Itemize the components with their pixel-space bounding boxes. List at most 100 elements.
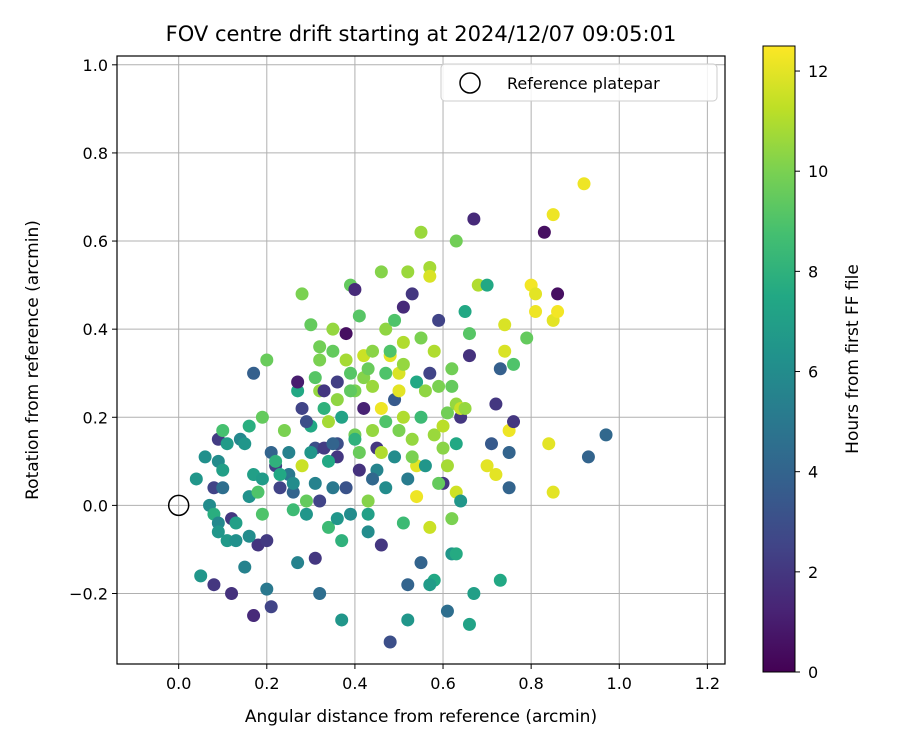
- data-point: [304, 446, 318, 460]
- data-point: [529, 287, 543, 301]
- data-point: [326, 481, 340, 495]
- data-point: [317, 384, 331, 398]
- data-point: [379, 415, 393, 429]
- data-point: [352, 446, 366, 460]
- data-point: [454, 494, 468, 508]
- data-point: [414, 556, 428, 570]
- data-point: [295, 287, 309, 301]
- legend-box: [440, 63, 718, 102]
- data-point: [260, 534, 274, 548]
- data-point: [361, 494, 375, 508]
- y-axis-label: Rotation from reference (arcmin): [23, 220, 43, 500]
- data-point: [348, 432, 362, 446]
- data-point: [432, 313, 446, 327]
- data-point: [291, 556, 305, 570]
- data-point: [242, 419, 256, 433]
- data-point: [410, 375, 424, 389]
- data-point: [445, 512, 459, 526]
- data-point: [418, 459, 432, 473]
- data-point: [229, 516, 243, 530]
- data-point: [458, 305, 472, 319]
- data-point: [255, 410, 269, 424]
- data-point: [286, 503, 300, 517]
- data-point: [484, 437, 498, 451]
- y-tick-label: 0.6: [83, 232, 108, 251]
- plot-frame: [116, 55, 726, 665]
- data-point: [286, 476, 300, 490]
- data-point: [194, 569, 208, 583]
- data-point: [581, 450, 595, 464]
- y-tick-label: 0.0: [83, 496, 108, 515]
- data-point: [313, 340, 327, 354]
- data-point: [273, 468, 287, 482]
- data-point: [520, 331, 534, 345]
- data-point: [449, 437, 463, 451]
- data-point: [374, 401, 388, 415]
- data-point: [405, 432, 419, 446]
- data-point: [546, 485, 560, 499]
- data-point: [449, 547, 463, 561]
- x-tick-label: 0.6: [430, 674, 455, 693]
- data-point: [414, 331, 428, 345]
- data-point: [238, 437, 252, 451]
- data-point: [352, 309, 366, 323]
- x-tick-label: 0.0: [166, 674, 191, 693]
- data-point: [211, 525, 225, 539]
- data-point: [339, 353, 353, 367]
- data-point: [308, 371, 322, 385]
- data-point: [366, 379, 380, 393]
- data-point: [480, 278, 494, 292]
- data-point: [299, 494, 313, 508]
- data-point: [339, 481, 353, 495]
- data-point: [220, 437, 234, 451]
- data-point: [361, 507, 375, 521]
- data-point: [326, 322, 340, 336]
- y-tick-label: 0.4: [83, 320, 108, 339]
- data-point: [291, 375, 305, 389]
- data-points: [189, 177, 613, 649]
- data-point: [335, 410, 349, 424]
- data-point: [427, 428, 441, 442]
- data-point: [432, 476, 446, 490]
- data-point: [304, 318, 318, 332]
- data-point: [467, 587, 481, 601]
- data-point: [401, 613, 415, 627]
- data-point: [396, 410, 410, 424]
- data-point: [357, 401, 371, 415]
- data-point: [374, 265, 388, 279]
- data-point: [295, 401, 309, 415]
- colorbar-tick-label: 2: [808, 563, 818, 582]
- colorbar-ticks: 0 2 4 6 8 10 12: [795, 62, 828, 682]
- data-point: [260, 353, 274, 367]
- data-point: [396, 516, 410, 530]
- data-point: [361, 525, 375, 539]
- data-point: [436, 419, 450, 433]
- data-point: [498, 318, 512, 332]
- x-tick-label: 0.4: [342, 674, 367, 693]
- y-tick-label: −0.2: [69, 585, 108, 604]
- data-point: [317, 401, 331, 415]
- data-point: [330, 512, 344, 526]
- data-point: [269, 454, 283, 468]
- data-point: [344, 507, 358, 521]
- data-point: [366, 344, 380, 358]
- data-point: [361, 362, 375, 376]
- data-point: [251, 485, 265, 499]
- data-point: [414, 410, 428, 424]
- data-point: [462, 349, 476, 363]
- data-point: [308, 551, 322, 565]
- data-point: [542, 437, 556, 451]
- data-point: [313, 353, 327, 367]
- data-point: [242, 529, 256, 543]
- data-point: [330, 375, 344, 389]
- data-point: [392, 384, 406, 398]
- data-point: [273, 481, 287, 495]
- colorbar-tick-label: 10: [808, 162, 828, 181]
- data-point: [247, 366, 261, 380]
- data-point: [445, 362, 459, 376]
- data-point: [229, 534, 243, 548]
- data-point: [405, 287, 419, 301]
- data-point: [238, 560, 252, 574]
- data-point: [480, 459, 494, 473]
- data-point: [418, 384, 432, 398]
